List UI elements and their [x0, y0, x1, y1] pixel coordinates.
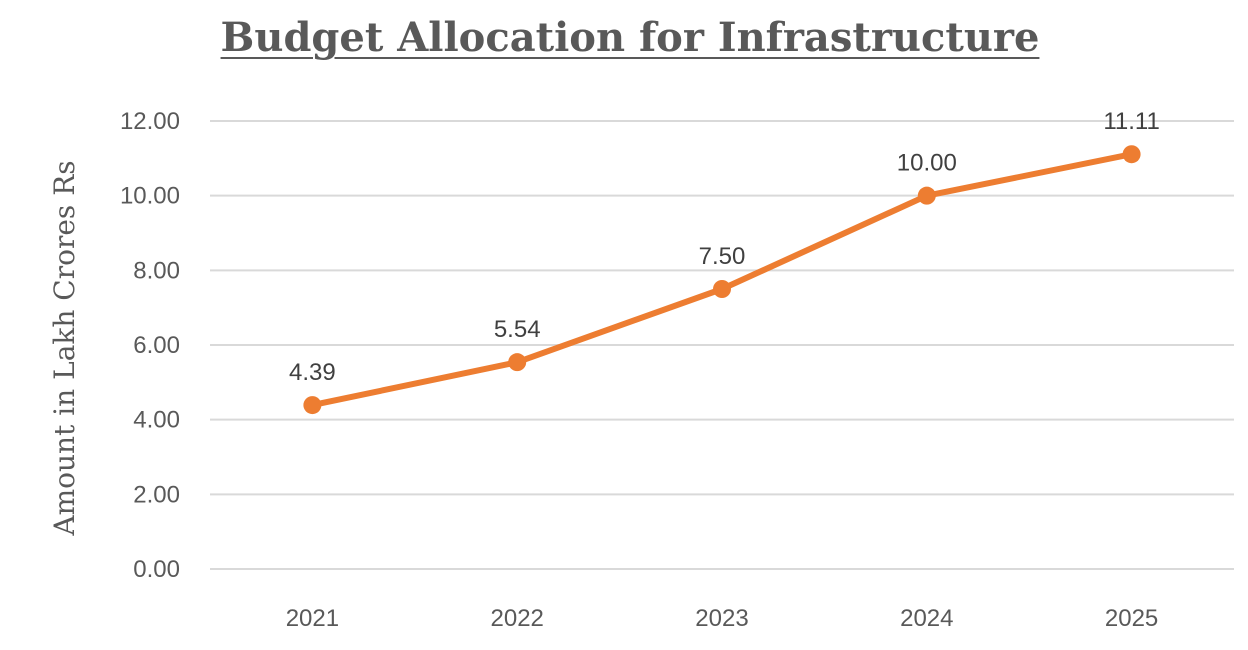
y-tick-label: 10.00	[120, 183, 180, 210]
chart-title: Budget Allocation for Infrastructure	[220, 14, 1040, 61]
series-layer	[303, 145, 1141, 415]
x-tick-label: 2023	[695, 605, 748, 632]
gridlines	[210, 120, 1234, 570]
data-labels: 4.39 5.54 7.50 10.00 11.11	[289, 108, 1160, 386]
x-tick-label: 2021	[286, 605, 339, 632]
data-label: 4.39	[289, 359, 336, 386]
data-label: 11.11	[1103, 108, 1160, 135]
x-tick-label: 2025	[1105, 605, 1158, 632]
y-axis-title: Amount in Lakh Crores Rs	[48, 160, 81, 536]
x-tick-label: 2022	[491, 605, 544, 632]
y-tick-label: 12.00	[120, 108, 180, 135]
data-point	[1122, 145, 1141, 164]
data-label: 7.50	[699, 243, 746, 270]
y-tick-label: 6.00	[133, 332, 180, 359]
x-tick-label: 2024	[900, 605, 953, 632]
y-tick-label: 2.00	[133, 481, 180, 508]
data-label: 10.00	[897, 150, 957, 177]
data-point	[917, 186, 936, 205]
data-point	[713, 280, 731, 298]
x-axis-tick-labels: 2021 2022 2023 2024 2025	[286, 605, 1159, 632]
data-point	[508, 353, 527, 372]
y-tick-label: 4.00	[133, 407, 180, 434]
series-line	[309, 151, 1135, 409]
y-tick-label: 8.00	[133, 257, 180, 284]
data-label: 5.54	[494, 316, 541, 343]
y-axis-tick-labels: 0.00 2.00 4.00 6.00 8.00 10.00 12.00	[120, 108, 180, 583]
y-tick-label: 0.00	[133, 556, 180, 583]
data-point	[303, 396, 322, 415]
